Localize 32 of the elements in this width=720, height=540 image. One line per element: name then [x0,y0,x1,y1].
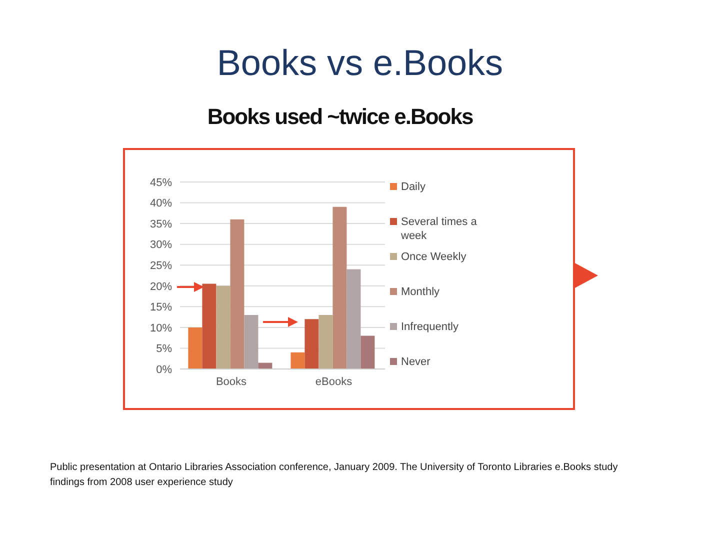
y-tick-label: 30% [150,239,172,252]
legend-label: Once Weekly [401,250,466,264]
x-tick-label: eBooks [315,376,353,388]
y-tick-label: 0% [156,364,172,376]
chart-subtitle: Books used ~twice e.Books [206,104,474,130]
bar [318,314,333,369]
bar [360,336,375,369]
y-tick-label: 40% [150,198,172,210]
y-tick-label: 10% [150,322,172,334]
legend-label: Never [401,354,430,368]
bar [290,352,305,369]
legend-label: Monthly [401,284,440,298]
bar [216,286,230,369]
bar [304,319,319,369]
bar [188,327,202,369]
y-tick-label: 5% [156,343,172,356]
legend-label: Daily [401,180,426,194]
y-tick-label: 15% [150,302,172,314]
legend-label: Several times a week [401,214,478,242]
text: Public presentation at Ontario Libraries Association conference, January 2009. The University of Toronto Libraries e.Books study findings from 2008 user experience study [50,461,619,490]
y-tick-label: 25% [150,260,172,272]
bar [244,314,258,369]
bar [332,206,347,369]
bar [230,219,244,369]
bar [346,269,361,369]
y-tick-label: 45% [150,176,172,189]
y-tick-label: 35% [150,218,172,230]
x-tick-label: Books [216,376,248,388]
y-tick-label: 20% [150,280,172,293]
chart-title: Books vs e.Books [216,42,504,84]
legend-label: Infrequently [401,320,458,334]
bar [202,284,216,369]
